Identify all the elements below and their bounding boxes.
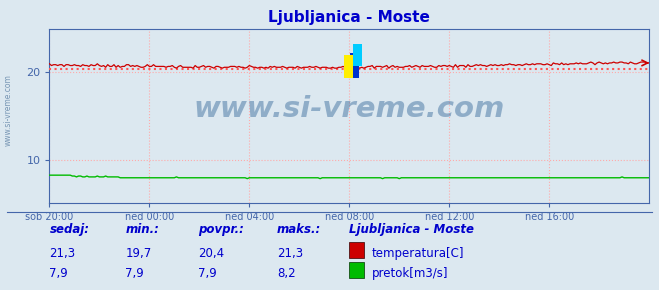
Bar [350, 53, 359, 78]
Text: 7,9: 7,9 [49, 267, 68, 280]
Bar [353, 44, 362, 66]
Text: 21,3: 21,3 [49, 247, 76, 260]
Text: povpr.:: povpr.: [198, 224, 244, 236]
Bar [345, 55, 353, 78]
Text: 8,2: 8,2 [277, 267, 295, 280]
Text: www.si-vreme.com: www.si-vreme.com [3, 74, 13, 146]
Text: 7,9: 7,9 [125, 267, 144, 280]
Text: 21,3: 21,3 [277, 247, 303, 260]
Text: maks.:: maks.: [277, 224, 321, 236]
Text: pretok[m3/s]: pretok[m3/s] [372, 267, 448, 280]
Text: Ljubljanica - Moste: Ljubljanica - Moste [349, 224, 474, 236]
Text: 19,7: 19,7 [125, 247, 152, 260]
Text: 7,9: 7,9 [198, 267, 216, 280]
Title: Ljubljanica - Moste: Ljubljanica - Moste [268, 10, 430, 25]
Text: temperatura[C]: temperatura[C] [372, 247, 464, 260]
Text: sedaj:: sedaj: [49, 224, 90, 236]
Text: www.si-vreme.com: www.si-vreme.com [194, 95, 505, 123]
Text: min.:: min.: [125, 224, 159, 236]
Text: 20,4: 20,4 [198, 247, 224, 260]
